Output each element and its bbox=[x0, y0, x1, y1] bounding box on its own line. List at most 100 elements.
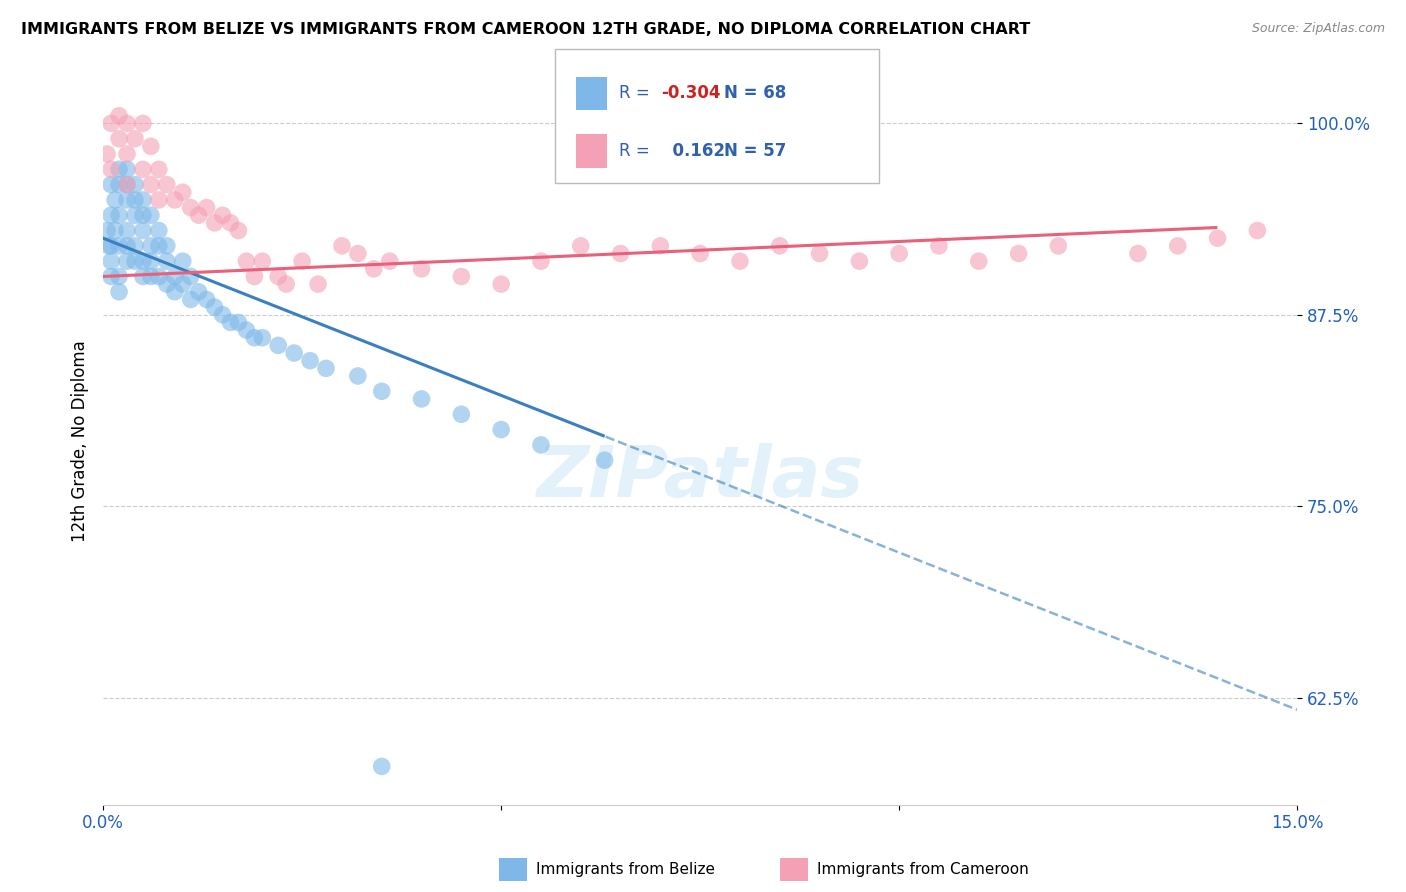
Point bbox=[124, 208, 146, 222]
Point bbox=[769, 239, 792, 253]
Point bbox=[1126, 246, 1149, 260]
Point bbox=[104, 223, 127, 237]
Point bbox=[132, 162, 155, 177]
Point bbox=[243, 269, 266, 284]
Point bbox=[689, 246, 711, 260]
Point bbox=[371, 759, 394, 773]
Point bbox=[163, 269, 186, 284]
Point bbox=[163, 193, 186, 207]
Point bbox=[1047, 239, 1070, 253]
Point bbox=[180, 201, 202, 215]
Point bbox=[291, 254, 314, 268]
Point bbox=[347, 246, 370, 260]
Text: 0.162: 0.162 bbox=[661, 142, 725, 160]
Point bbox=[148, 239, 170, 253]
Point bbox=[928, 239, 950, 253]
Text: Source: ZipAtlas.com: Source: ZipAtlas.com bbox=[1251, 22, 1385, 36]
Point bbox=[100, 178, 122, 192]
Point bbox=[148, 269, 170, 284]
Point bbox=[108, 208, 131, 222]
Point bbox=[124, 193, 146, 207]
Point bbox=[593, 453, 616, 467]
Point bbox=[100, 208, 122, 222]
Point bbox=[108, 269, 131, 284]
Point bbox=[115, 193, 138, 207]
Point bbox=[450, 407, 472, 421]
Point bbox=[489, 423, 512, 437]
Point bbox=[148, 223, 170, 237]
Point bbox=[97, 239, 120, 253]
Point bbox=[195, 201, 218, 215]
Point bbox=[252, 331, 274, 345]
Text: N = 57: N = 57 bbox=[724, 142, 786, 160]
Point bbox=[139, 254, 162, 268]
Point bbox=[187, 208, 209, 222]
Point bbox=[124, 131, 146, 145]
Point bbox=[139, 178, 162, 192]
Point bbox=[124, 254, 146, 268]
Point bbox=[115, 162, 138, 177]
Point bbox=[267, 269, 290, 284]
Point bbox=[96, 223, 118, 237]
Point bbox=[100, 254, 122, 268]
Point bbox=[411, 392, 433, 406]
Point bbox=[100, 239, 122, 253]
Point bbox=[132, 193, 155, 207]
Point bbox=[650, 239, 672, 253]
Point bbox=[96, 147, 118, 161]
Point bbox=[347, 369, 370, 384]
Text: R =: R = bbox=[619, 85, 655, 103]
Point bbox=[235, 254, 257, 268]
Point bbox=[211, 308, 233, 322]
Point bbox=[235, 323, 257, 337]
Point bbox=[219, 315, 242, 329]
Point bbox=[307, 277, 329, 292]
Point bbox=[172, 254, 194, 268]
Point bbox=[156, 277, 179, 292]
Point bbox=[211, 208, 233, 222]
Text: IMMIGRANTS FROM BELIZE VS IMMIGRANTS FROM CAMEROON 12TH GRADE, NO DIPLOMA CORREL: IMMIGRANTS FROM BELIZE VS IMMIGRANTS FRO… bbox=[21, 22, 1031, 37]
Point bbox=[108, 131, 131, 145]
Point bbox=[728, 254, 751, 268]
Point bbox=[1246, 223, 1268, 237]
Point bbox=[115, 239, 138, 253]
Point bbox=[115, 223, 138, 237]
Point bbox=[139, 239, 162, 253]
Point bbox=[530, 438, 553, 452]
Point bbox=[967, 254, 990, 268]
Point bbox=[378, 254, 401, 268]
Point bbox=[267, 338, 290, 352]
Y-axis label: 12th Grade, No Diploma: 12th Grade, No Diploma bbox=[72, 340, 89, 542]
Point bbox=[132, 208, 155, 222]
Point bbox=[100, 116, 122, 130]
Point bbox=[108, 162, 131, 177]
Point bbox=[132, 254, 155, 268]
Point bbox=[148, 193, 170, 207]
Point bbox=[889, 246, 911, 260]
Point bbox=[315, 361, 337, 376]
Point bbox=[180, 269, 202, 284]
Point bbox=[180, 293, 202, 307]
Point bbox=[156, 178, 179, 192]
Point bbox=[139, 269, 162, 284]
Point bbox=[1206, 231, 1229, 245]
Point bbox=[132, 116, 155, 130]
Point bbox=[100, 269, 122, 284]
Point bbox=[115, 116, 138, 130]
Point bbox=[187, 285, 209, 299]
Point bbox=[219, 216, 242, 230]
Point bbox=[132, 223, 155, 237]
Text: R =: R = bbox=[619, 142, 655, 160]
Point bbox=[1007, 246, 1029, 260]
Point bbox=[108, 109, 131, 123]
Point bbox=[530, 254, 553, 268]
Point bbox=[139, 208, 162, 222]
Point bbox=[139, 139, 162, 153]
Point bbox=[108, 178, 131, 192]
Point bbox=[808, 246, 831, 260]
Point bbox=[228, 223, 250, 237]
Point bbox=[1167, 239, 1189, 253]
Text: -0.304: -0.304 bbox=[661, 85, 720, 103]
Text: N = 68: N = 68 bbox=[724, 85, 786, 103]
Text: Immigrants from Cameroon: Immigrants from Cameroon bbox=[817, 863, 1029, 877]
